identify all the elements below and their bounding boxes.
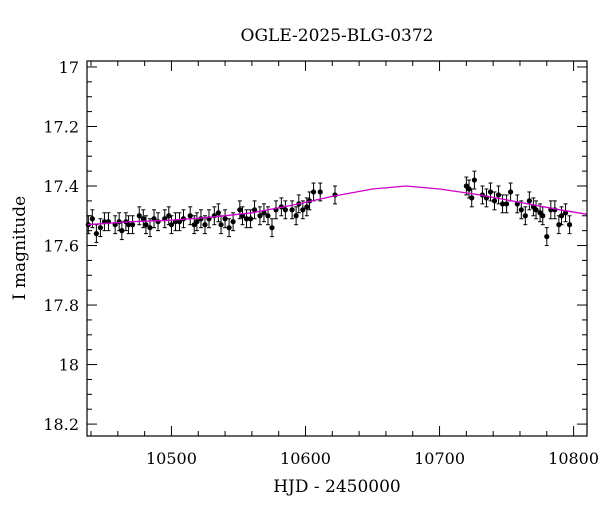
x-tick-label: 10700 (414, 449, 465, 468)
data-point (202, 222, 208, 228)
model-curve (86, 185, 588, 226)
data-point (247, 216, 254, 222)
data-point (293, 213, 299, 219)
data-point (261, 210, 267, 216)
data-point (251, 207, 258, 213)
plot-area (85, 170, 588, 247)
data-point (289, 207, 295, 213)
data-point (566, 222, 573, 228)
data-point (147, 225, 153, 231)
data-point (218, 222, 224, 228)
data-point (469, 195, 475, 201)
data-point (257, 213, 263, 219)
data-point (243, 216, 250, 222)
data-point (471, 177, 477, 183)
data-point (237, 207, 243, 213)
data-point (518, 207, 524, 213)
data-point (187, 213, 193, 219)
data-point (166, 213, 172, 219)
data-point (222, 216, 228, 222)
y-tick-label: 18.2 (43, 415, 79, 434)
data-point (97, 225, 104, 231)
x-tick-label: 10500 (146, 449, 197, 468)
data-point (317, 189, 323, 195)
data-point (265, 213, 271, 219)
data-point (540, 213, 546, 219)
x-tick-label: 10800 (548, 449, 599, 468)
x-tick-label: 10600 (280, 449, 331, 468)
y-tick-label: 17.4 (43, 177, 79, 196)
data-point (89, 216, 95, 222)
data-point (140, 216, 146, 222)
data-point (155, 219, 161, 225)
data-point (304, 204, 310, 210)
data-point (282, 207, 288, 213)
data-point (300, 207, 306, 213)
data-point (93, 231, 99, 237)
y-tick-label: 18 (59, 356, 79, 375)
data-point (125, 222, 132, 228)
plot-frame (86, 60, 588, 437)
x-axis-label: HJD - 2450000 (273, 477, 401, 497)
data-point (230, 219, 236, 225)
data-point (136, 213, 142, 219)
data-point (544, 233, 550, 240)
data-point (533, 207, 539, 213)
data-point (215, 210, 221, 216)
data-point (119, 228, 125, 234)
data-point (558, 213, 565, 219)
y-tick-label: 17 (59, 58, 79, 77)
data-point (526, 198, 532, 204)
y-axis-label: I magnitude (10, 196, 30, 300)
y-tick-label: 17.6 (43, 237, 79, 256)
data-point (487, 189, 494, 195)
y-tick-label: 17.2 (43, 117, 79, 136)
data-point (226, 225, 232, 231)
axis-ticks: 10500 10600 10700 10800 17 17.2 17.4 17.6 17.8 18… (43, 58, 599, 468)
chart-title: OGLE-2025-BLG-0372 (241, 26, 434, 46)
data-point (269, 225, 275, 231)
data-point (129, 222, 136, 228)
data-point (491, 198, 498, 204)
data-point (507, 189, 514, 195)
y-tick-label: 17.8 (43, 296, 79, 315)
data-point (176, 219, 183, 225)
data-point (503, 201, 510, 207)
data-point (556, 222, 562, 228)
data-point (194, 219, 200, 225)
data-point (466, 186, 472, 192)
data-point (143, 222, 149, 228)
data-point (168, 222, 175, 228)
data-point (499, 201, 506, 207)
data-point (151, 216, 157, 222)
data-point (310, 189, 317, 195)
data-point (495, 192, 502, 198)
data-point (522, 213, 528, 219)
